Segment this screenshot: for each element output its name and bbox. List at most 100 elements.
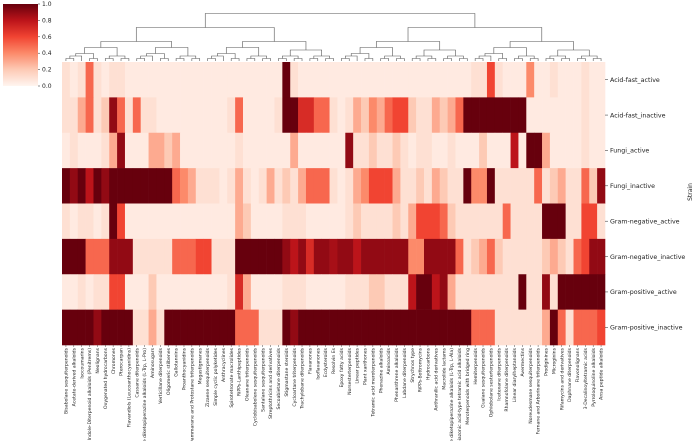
heatmap-cell	[69, 132, 79, 169]
heatmap-cell	[463, 168, 472, 204]
dendrogram-link	[592, 58, 602, 61]
heatmap-cell	[203, 97, 212, 134]
heatmap-cell	[180, 97, 189, 134]
heatmap-cell	[400, 203, 409, 240]
heatmap-cell	[368, 62, 378, 98]
heatmap-cell	[298, 238, 307, 275]
heatmap-cell	[132, 168, 141, 204]
heatmap-cell	[140, 62, 149, 98]
column-label: Guaiane sesquiterpenoids	[481, 347, 487, 407]
heatmap-cell	[77, 274, 86, 310]
heatmap-cell	[93, 168, 102, 204]
heatmap-cell	[345, 203, 354, 240]
heatmap-cell	[471, 203, 480, 240]
heatmap-cell	[195, 168, 204, 204]
heatmap-cell	[581, 168, 590, 204]
heatmap-cell	[431, 62, 441, 98]
heatmap-cell	[526, 309, 535, 346]
heatmap-cell	[510, 203, 519, 240]
heatmap-cell	[494, 309, 503, 346]
y-axis-label: Strain	[687, 183, 694, 201]
heatmap-cell	[534, 274, 543, 310]
heatmap-cell	[313, 168, 322, 204]
heatmap-cell	[502, 168, 511, 204]
heatmap-cell	[117, 274, 126, 310]
heatmap-cell	[101, 238, 110, 275]
heatmap-cell	[187, 132, 197, 169]
column-label: Isoflavanones	[315, 347, 321, 379]
heatmap-cell	[463, 97, 472, 134]
heatmap-cell	[565, 238, 574, 275]
heatmap-cell	[424, 97, 433, 134]
heatmap-cell	[187, 309, 197, 346]
heatmap-cell	[243, 168, 252, 204]
heatmap-cell	[77, 168, 86, 204]
heatmap-cell	[368, 132, 378, 169]
heatmap-cell	[235, 97, 244, 134]
heatmap-cell	[109, 203, 118, 240]
heatmap-cell	[140, 238, 149, 275]
dendrogram-link	[474, 58, 484, 61]
heatmap-cell	[542, 97, 551, 134]
heatmap-cell	[77, 97, 86, 134]
heatmap-cell	[235, 238, 244, 275]
heatmap-cell	[494, 97, 503, 134]
column-label: Macrolide lactams	[441, 347, 447, 389]
column-label: Daphnane diterpenoids	[567, 347, 573, 401]
column-label: Icetexane diterpenoids	[496, 347, 502, 400]
heatmap-cell	[463, 203, 472, 240]
heatmap-cell	[589, 203, 598, 240]
heatmap-cell	[305, 97, 315, 134]
heatmap-cell	[69, 238, 79, 275]
heatmap-cell	[211, 97, 220, 134]
heatmap-cell	[565, 203, 574, 240]
heatmap-cell	[581, 97, 590, 134]
column-label: Aminoacids	[386, 347, 392, 374]
dendrogram-link	[65, 58, 75, 61]
heatmap-cell	[290, 203, 299, 240]
heatmap-cell	[235, 309, 244, 346]
heatmap-cell	[447, 132, 456, 169]
column-label: Isocoumarins	[79, 347, 85, 378]
dendrogram-link	[282, 55, 299, 59]
heatmap-cell	[203, 168, 212, 204]
heatmap-cell	[180, 309, 189, 346]
row-labels: Acid-fast_active Acid-fast_inactive Fungi_…	[605, 77, 685, 332]
heatmap-cell	[124, 274, 134, 310]
row-label: Acid-fast_active	[610, 77, 660, 84]
heatmap-cell	[581, 132, 590, 169]
heatmap-cell	[518, 309, 527, 346]
heatmap-cell	[502, 203, 511, 240]
dendrogram-link	[136, 58, 145, 61]
heatmap-cell	[597, 62, 606, 98]
dendrogram-link	[100, 41, 172, 48]
heatmap-cell	[345, 132, 354, 169]
heatmap-cell	[124, 203, 134, 240]
heatmap-cell	[494, 132, 503, 169]
heatmap-cell	[376, 132, 385, 169]
heatmap-cell	[549, 168, 559, 204]
heatmap-cell	[581, 274, 590, 310]
heatmap-cell	[361, 97, 370, 134]
heatmap-cell	[361, 238, 370, 275]
dendrogram-link	[493, 47, 527, 56]
dendrogram-link	[514, 58, 523, 61]
heatmap-cell	[321, 274, 330, 310]
heatmap-cell	[384, 168, 393, 204]
column-label: Anthracyclines	[221, 347, 227, 382]
heatmap-cell	[140, 168, 149, 204]
heatmap-cell	[463, 238, 472, 275]
column-label: Phenazine alkaloids	[378, 347, 384, 393]
heatmap-cell	[219, 238, 228, 275]
heatmap-cell	[180, 168, 189, 204]
colorbar-tick-label: 0.2	[42, 67, 52, 74]
heatmap-cell	[274, 309, 283, 346]
heatmap-cell	[85, 203, 94, 240]
heatmap-cell	[565, 309, 574, 346]
heatmap-cell	[109, 168, 118, 204]
dendrogram-link	[289, 49, 322, 56]
heatmap-cell	[486, 62, 496, 98]
dendrogram-link	[443, 58, 452, 61]
heatmap-cell	[93, 238, 102, 275]
heatmap-cell	[463, 132, 472, 169]
